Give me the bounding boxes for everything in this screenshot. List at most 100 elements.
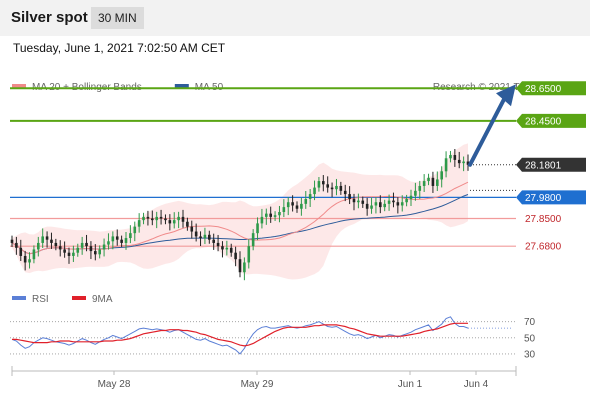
candle	[444, 151, 448, 178]
candle-body	[229, 247, 233, 253]
candle-body	[234, 252, 237, 260]
candle	[54, 238, 58, 251]
candle-body	[243, 262, 246, 273]
candle-body	[194, 231, 198, 237]
candle-body	[72, 252, 75, 256]
candle	[107, 233, 110, 250]
candle-body	[208, 234, 211, 240]
candle	[335, 178, 338, 196]
candle	[392, 192, 395, 208]
candle-body	[365, 203, 369, 209]
rsi-line	[11, 316, 469, 355]
candle-body	[392, 200, 395, 203]
candle-body	[212, 239, 215, 243]
candle-body	[304, 198, 308, 204]
candle	[243, 257, 246, 281]
candle	[58, 240, 62, 257]
candle-body	[422, 181, 426, 186]
candle-body	[335, 185, 338, 190]
target-arrow-head	[496, 84, 516, 107]
candle	[400, 195, 404, 212]
candle	[186, 217, 189, 231]
candle-body	[278, 212, 281, 216]
chart-header: Silver spot 30 MIN	[0, 0, 590, 36]
candle	[317, 177, 321, 192]
candle-body	[300, 203, 303, 209]
candle-body	[89, 246, 93, 252]
candle-body	[221, 246, 224, 250]
candle	[436, 171, 439, 191]
price-tag-label: 28.1801	[525, 160, 562, 171]
candle-body	[409, 195, 413, 199]
candle	[85, 234, 88, 252]
candle-body	[414, 190, 417, 196]
candle	[203, 227, 207, 245]
candle-body	[374, 202, 378, 206]
candle	[155, 211, 158, 229]
candle	[414, 182, 417, 201]
candle-body	[466, 161, 470, 165]
candle-body	[370, 205, 373, 209]
candle	[282, 199, 286, 218]
candle-body	[181, 216, 185, 222]
candle-body	[23, 255, 27, 263]
candle-body	[308, 194, 312, 199]
candle	[308, 189, 312, 207]
candle	[313, 180, 316, 201]
candle-body	[80, 242, 84, 248]
chart-datetime: Tuesday, June 1, 2021 7:02:50 AM CET	[13, 41, 226, 55]
level-label-1: 28.4500	[525, 116, 562, 127]
candle-body	[199, 236, 202, 239]
rsi-tick-2: 30	[524, 349, 536, 360]
target-arrow-shaft	[468, 97, 506, 167]
candle	[330, 182, 334, 198]
candle-body	[19, 247, 23, 256]
candle	[190, 220, 194, 239]
candle	[269, 206, 272, 223]
candle	[291, 195, 294, 212]
level-label-2: 27.9800	[525, 193, 562, 204]
candle-body	[462, 161, 465, 164]
candles	[10, 149, 470, 281]
time-label-3: Jun 4	[464, 379, 489, 390]
candle	[133, 221, 137, 242]
candle	[247, 239, 251, 269]
candle	[45, 231, 49, 248]
candle-body	[164, 218, 167, 221]
candle	[199, 231, 202, 247]
candle	[427, 173, 430, 186]
candle-body	[115, 236, 119, 240]
rsi-legend-label-1: 9MA	[92, 294, 113, 305]
candle	[172, 212, 176, 229]
candle-body	[265, 213, 268, 217]
candle-body	[203, 234, 207, 239]
candle	[10, 235, 14, 247]
candle	[102, 238, 106, 257]
candle	[72, 245, 75, 262]
timeframe-badge[interactable]: 30 MIN	[91, 7, 144, 29]
candle-body	[431, 177, 435, 186]
candle	[168, 214, 172, 231]
candle	[379, 195, 382, 214]
candle-body	[137, 220, 141, 227]
candle-body	[291, 202, 294, 206]
candle	[326, 176, 329, 193]
ma20-line	[11, 181, 469, 255]
candle-body	[361, 200, 365, 204]
candle	[28, 252, 31, 269]
time-label-2: Jun 1	[398, 379, 423, 390]
candle-body	[45, 236, 49, 240]
candle-body	[436, 179, 439, 186]
candle	[32, 245, 36, 264]
instrument-title: Silver spot	[11, 9, 88, 26]
candle-body	[124, 238, 128, 243]
candle	[19, 239, 23, 261]
candle-body	[322, 181, 325, 185]
candle	[265, 208, 268, 225]
candle	[177, 211, 180, 229]
candle	[137, 213, 141, 233]
rsi-legend-label-0: RSI	[32, 294, 49, 305]
candle	[129, 225, 132, 244]
candle	[124, 232, 128, 250]
